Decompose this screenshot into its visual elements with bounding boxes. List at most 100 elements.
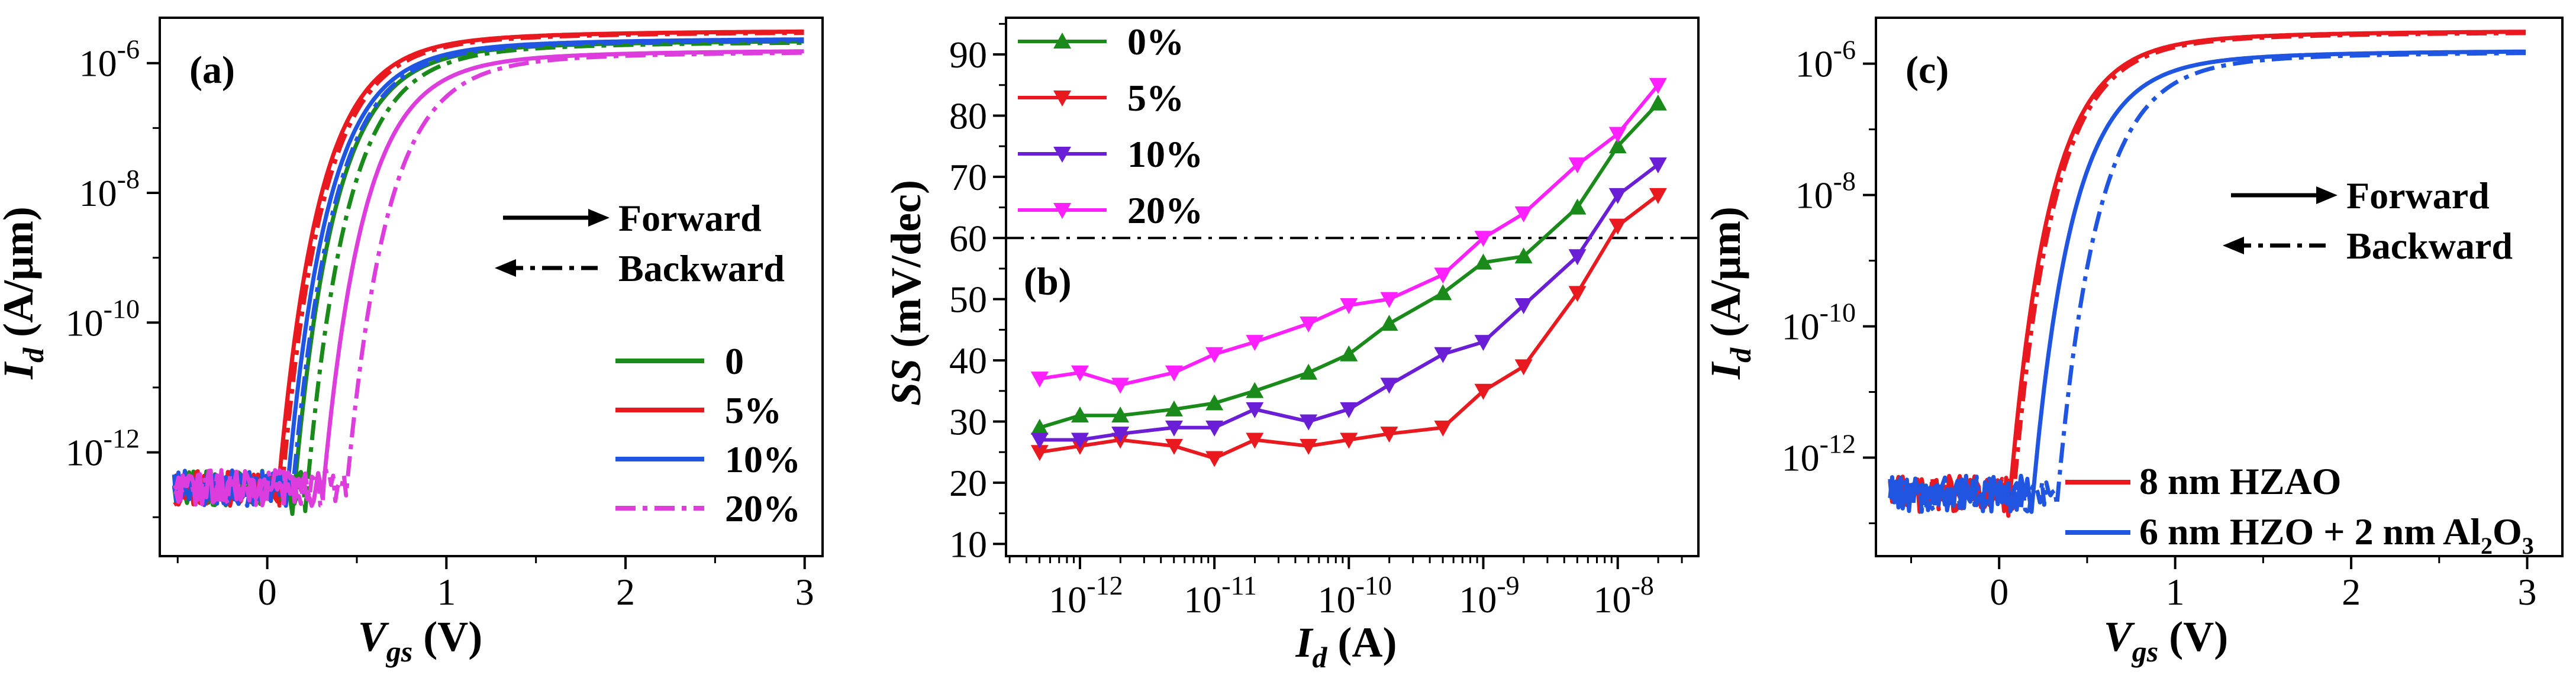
x-axis-title: Vgs (V) — [358, 613, 482, 668]
x-axis-title: Id (A) — [1295, 619, 1397, 674]
x-axis-subscript: gs — [2132, 635, 2158, 668]
data-point-2-8 — [1380, 377, 1398, 394]
legend-label-1: 5% — [725, 389, 782, 431]
data-point-3-9 — [1434, 267, 1452, 284]
curve-c-1-fwd — [1888, 49, 2526, 514]
curves-group — [172, 29, 804, 516]
x-axis-subscript: d — [1313, 641, 1328, 674]
curve-c-0-bwd — [1888, 31, 2526, 514]
data-point-1-4 — [1205, 451, 1224, 467]
legend-name-mid: O — [2493, 511, 2522, 553]
data-point-2-12 — [1568, 249, 1587, 266]
x-tick-label: 3 — [2518, 571, 2537, 613]
legend-marker-2 — [1053, 147, 1071, 163]
y-tick-label: 70 — [949, 156, 987, 198]
direction-legend-label: Backward — [2346, 225, 2513, 267]
x-tick-label-base: 10 — [1184, 579, 1221, 621]
y-tick-label-base: 10 — [79, 172, 117, 214]
legend-marker-3 — [1053, 203, 1071, 219]
x-tick-label-base: 10 — [1594, 579, 1632, 621]
x-tick-label-base: 10 — [1459, 579, 1497, 621]
curve-c-0-fwd — [1888, 30, 2526, 518]
data-point-2-13 — [1608, 188, 1627, 204]
y-axis-symbol: SS — [882, 359, 930, 406]
x-tick-label: 3 — [795, 571, 814, 613]
data-point-0-10 — [1474, 253, 1492, 270]
y-tick-label: 10-8 — [1795, 166, 1856, 217]
y-axis-title: Id (A/μm) — [1702, 206, 1757, 380]
data-point-0-12 — [1568, 198, 1587, 215]
x-axis-unit: (A) — [1327, 619, 1397, 666]
y-axis-subscript: d — [1724, 347, 1757, 363]
y-tick-label-base: 10 — [1795, 43, 1833, 85]
y-tick-label-base: 10 — [66, 302, 104, 344]
y-tick-label-base: 10 — [1782, 306, 1820, 348]
x-axis-title: Vgs (V) — [2104, 613, 2228, 668]
data-point-3-14 — [1649, 78, 1667, 94]
data-point-3-7 — [1340, 298, 1358, 315]
data-point-0-3 — [1165, 400, 1183, 417]
x-tick-label: 10-12 — [1049, 570, 1123, 621]
data-point-1-8 — [1380, 427, 1398, 443]
direction-arrow-head — [495, 259, 516, 277]
legend-subscript: 2 — [2481, 532, 2493, 559]
x-tick-label-base: 10 — [1318, 579, 1356, 621]
data-point-0-8 — [1380, 315, 1398, 331]
data-point-2-11 — [1514, 298, 1533, 315]
data-point-0-11 — [1514, 247, 1533, 264]
data-point-0-1 — [1071, 406, 1089, 423]
direction-arrow-head — [2223, 237, 2244, 254]
data-point-2-2 — [1111, 427, 1130, 443]
x-tick-label: 1 — [437, 571, 456, 613]
data-point-1-14 — [1649, 188, 1667, 204]
y-tick-label: 10-12 — [1782, 429, 1856, 479]
data-point-1-10 — [1474, 383, 1492, 400]
x-axis-subscript: gs — [386, 635, 412, 668]
direction-legend-label: Forward — [618, 197, 762, 239]
curve-a-2-bwd — [172, 38, 804, 508]
y-tick-label-exp: -8 — [117, 164, 140, 194]
y-tick-label: 40 — [949, 340, 987, 382]
legend-label-3: 20% — [725, 487, 801, 530]
y-axis-symbol: I — [1702, 361, 1749, 380]
y-tick-label-exp: -10 — [1820, 298, 1856, 328]
x-tick-label: 2 — [2342, 571, 2361, 613]
x-tick-label-exp: -9 — [1497, 570, 1519, 600]
y-tick-label-base: 10 — [66, 432, 104, 474]
y-tick-label: 10-12 — [66, 424, 140, 474]
y-tick-label-exp: -6 — [1833, 35, 1856, 65]
x-tick-label-base: 10 — [1049, 579, 1087, 621]
data-point-0-7 — [1340, 345, 1358, 361]
y-tick-label-exp: -12 — [1820, 429, 1856, 459]
direction-legend-label: Backward — [618, 247, 785, 289]
series-line-1 — [1039, 193, 1659, 460]
data-point-0-0 — [1030, 418, 1049, 435]
y-tick-label-exp: -12 — [104, 424, 140, 454]
legend-subscript-2: 3 — [2522, 532, 2534, 559]
y-axis-subscript: d — [17, 347, 50, 363]
x-tick-label-exp: -12 — [1087, 570, 1123, 600]
x-axis-unit: (V) — [2158, 613, 2228, 660]
x-tick-label: 10-11 — [1184, 570, 1257, 621]
x-axis-symbol: V — [358, 613, 389, 660]
curve-c-1-bwd — [1888, 51, 2526, 514]
x-axis-symbol: I — [1295, 619, 1314, 666]
legend-marker-0 — [1053, 33, 1071, 49]
x-tick-label: 10-10 — [1318, 570, 1392, 621]
data-point-1-9 — [1434, 420, 1452, 437]
y-axis-unit: (A/μm) — [0, 206, 42, 348]
y-axis-unit: (A/μm) — [1702, 206, 1749, 348]
y-axis-symbol: I — [0, 361, 42, 380]
y-axis-unit: (mV/dec) — [882, 180, 930, 359]
x-axis-unit: (V) — [412, 613, 482, 660]
data-point-3-5 — [1246, 335, 1264, 351]
data-point-3-2 — [1111, 377, 1130, 394]
plot-frame — [159, 17, 824, 557]
curves-group — [1888, 30, 2526, 518]
legend-label-1: 6 nm HZO + 2 nm Al2O3 — [2139, 511, 2534, 559]
plot-frame — [1005, 17, 1700, 557]
y-axis-title: SS (mV/dec) — [882, 180, 930, 406]
legend-label-1: 5% — [1127, 77, 1184, 119]
